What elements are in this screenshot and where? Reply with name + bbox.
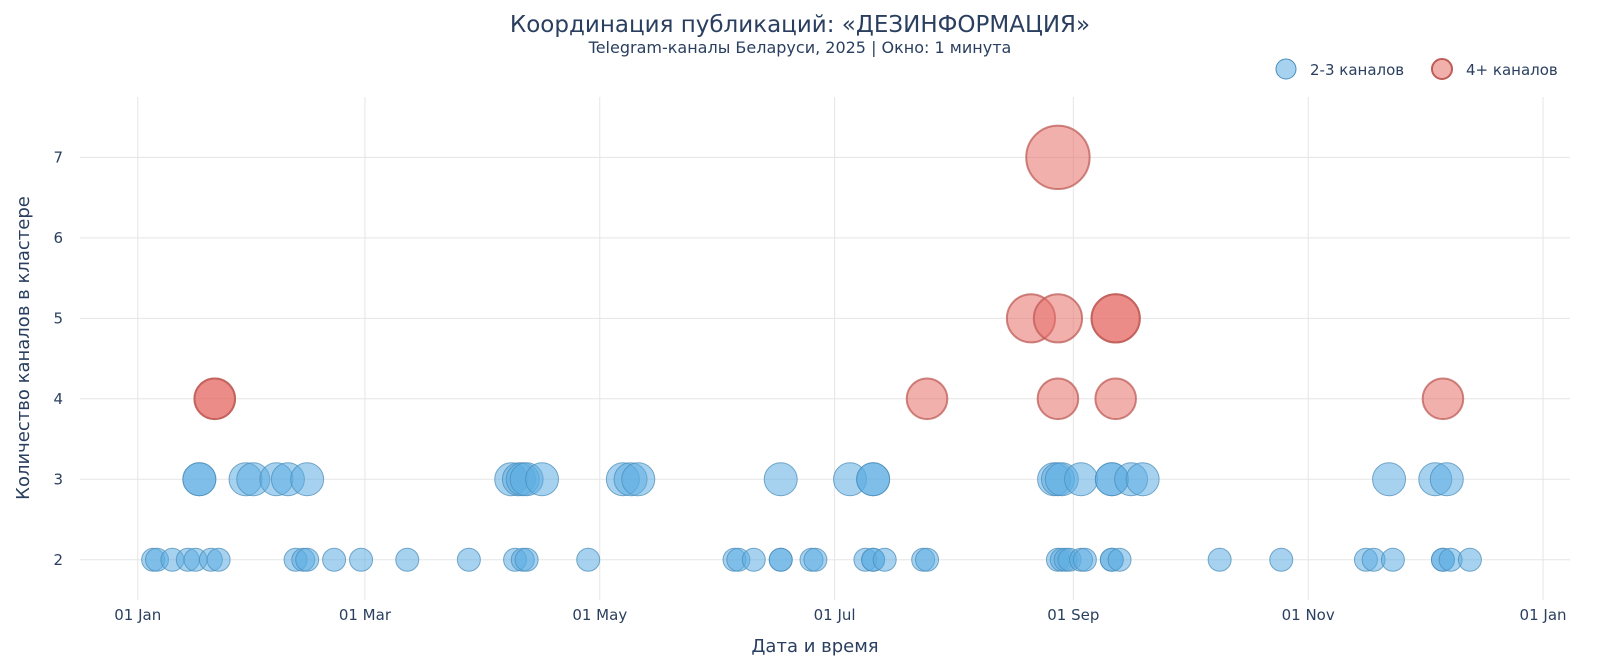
data-point[interactable] (322, 547, 347, 572)
data-point[interactable] (872, 547, 897, 572)
series-0 (141, 462, 1482, 572)
data-point[interactable] (1429, 462, 1464, 497)
y-tick-label: 2 (53, 551, 63, 569)
data-point[interactable] (525, 462, 560, 497)
legend-item-small[interactable]: 2-3 каналов (1275, 58, 1404, 80)
y-tick-label: 7 (53, 148, 63, 166)
data-point[interactable] (1025, 124, 1091, 191)
data-point[interactable] (741, 547, 766, 572)
data-point[interactable] (514, 547, 539, 572)
data-point[interactable] (456, 547, 481, 572)
data-point[interactable] (621, 462, 656, 497)
data-point[interactable] (856, 462, 891, 497)
x-axis-title: Дата и время (751, 636, 878, 657)
data-point[interactable] (206, 547, 231, 572)
legend-label-small: 2-3 каналов (1310, 61, 1404, 79)
y-axis-title: Количество каналов в кластере (13, 196, 34, 500)
data-point[interactable] (1036, 377, 1080, 421)
legend[interactable]: 2-3 каналов 4+ каналов (1275, 58, 1558, 80)
data-point[interactable] (1380, 547, 1405, 572)
data-point[interactable] (1064, 462, 1099, 497)
ticks-layer: 01 Jan 01 Mar 01 May 01 Jul 01 Sep 01 Nov 01 J… (53, 148, 1566, 624)
x-tick-label: 01 Nov (1282, 606, 1335, 624)
x-tick-label: 01 Sep (1047, 606, 1099, 624)
x-tick-label: 01 Mar (339, 606, 392, 624)
grid-layer (80, 97, 1570, 600)
data-point[interactable] (768, 547, 793, 572)
legend-item-large[interactable]: 4+ каналов (1431, 58, 1558, 80)
data-point[interactable] (1032, 293, 1084, 344)
data-point[interactable] (803, 547, 828, 572)
data-point[interactable] (1457, 547, 1482, 572)
data-point[interactable] (1421, 377, 1465, 421)
y-tick-label: 5 (53, 309, 63, 327)
data-point[interactable] (1125, 462, 1160, 497)
x-tick-label: 01 Jan (1520, 606, 1567, 624)
legend-marker-large (1431, 58, 1453, 80)
data-point[interactable] (1207, 547, 1232, 572)
data-point[interactable] (1269, 547, 1294, 572)
data-point[interactable] (1372, 462, 1407, 497)
y-tick-label: 4 (53, 390, 63, 408)
data-point[interactable] (576, 547, 601, 572)
data-point[interactable] (1107, 547, 1132, 572)
legend-label-large: 4+ каналов (1466, 61, 1558, 79)
chart-title: Координация публикаций: «ДЕЗИНФОРМАЦИЯ» (510, 12, 1090, 38)
data-point[interactable] (349, 547, 374, 572)
data-point[interactable] (193, 377, 237, 421)
data-point[interactable] (395, 547, 420, 572)
chart-subtitle: Telegram-каналы Беларуси, 2025 | Окно: 1… (588, 38, 1012, 57)
legend-marker-small (1275, 58, 1297, 80)
x-tick-label: 01 Jul (814, 606, 856, 624)
x-tick-label: 01 May (572, 606, 627, 624)
data-point[interactable] (182, 462, 217, 497)
data-point[interactable] (1090, 293, 1141, 344)
data-point[interactable] (1072, 547, 1097, 572)
data-point[interactable] (905, 377, 949, 421)
x-tick-label: 01 Jan (114, 606, 161, 624)
y-tick-label: 6 (53, 229, 63, 247)
series-1 (193, 124, 1465, 421)
y-tick-label: 3 (53, 470, 63, 488)
data-point[interactable] (1094, 377, 1137, 421)
data-point[interactable] (290, 462, 325, 497)
data-point[interactable] (295, 547, 320, 572)
data-point[interactable] (763, 462, 798, 497)
series-layer (141, 124, 1482, 572)
data-point[interactable] (915, 547, 940, 572)
